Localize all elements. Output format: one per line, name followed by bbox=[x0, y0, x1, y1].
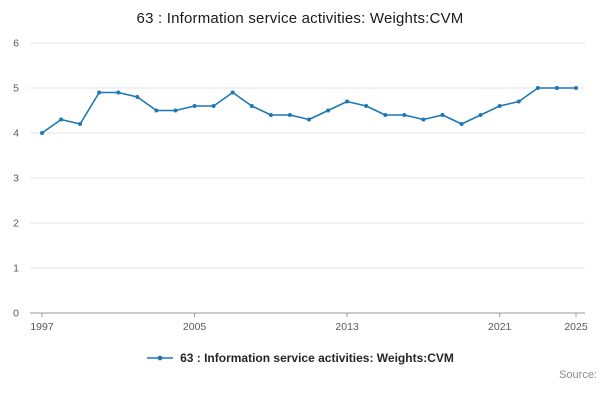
svg-text:5: 5 bbox=[13, 83, 19, 95]
line-chart: 0 1 2 3 4 5 6 1997 2005 2013 2021 2025 bbox=[13, 38, 588, 334]
svg-text:2: 2 bbox=[13, 218, 19, 230]
svg-text:1: 1 bbox=[13, 263, 19, 275]
legend-label: 63 : Information service activities: Wei… bbox=[180, 351, 454, 365]
svg-text:2021: 2021 bbox=[488, 321, 512, 333]
svg-text:1997: 1997 bbox=[30, 321, 54, 333]
svg-text:2025: 2025 bbox=[564, 321, 588, 333]
svg-text:0: 0 bbox=[13, 308, 19, 320]
y-tick-labels: 0 1 2 3 4 5 6 bbox=[13, 38, 19, 320]
svg-text:6: 6 bbox=[13, 38, 19, 50]
chart-title: 63 : Information service activities: Wei… bbox=[136, 10, 464, 27]
legend: 63 : Information service activities: Wei… bbox=[0, 351, 600, 365]
y-gridlines bbox=[30, 42, 585, 269]
data-markers bbox=[40, 86, 578, 135]
svg-text:4: 4 bbox=[13, 128, 19, 140]
data-line bbox=[41, 87, 576, 134]
x-tick-labels: 1997 2005 2013 2021 2025 bbox=[30, 313, 588, 333]
svg-text:3: 3 bbox=[13, 173, 19, 185]
svg-text:2013: 2013 bbox=[335, 321, 359, 333]
source-text: Source: bbox=[559, 369, 597, 381]
svg-text:2005: 2005 bbox=[183, 321, 207, 333]
legend-line-marker-icon bbox=[147, 355, 174, 361]
